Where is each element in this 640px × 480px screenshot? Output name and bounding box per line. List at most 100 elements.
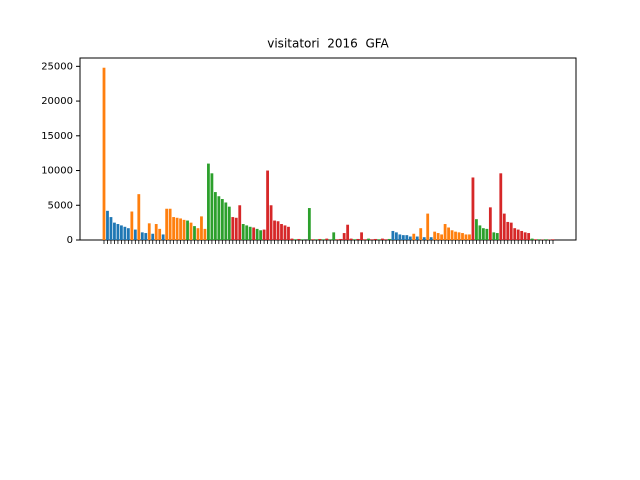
bar [492,232,496,240]
bar [513,228,517,240]
bar [328,239,332,240]
bar [443,224,447,240]
bar [227,206,231,240]
bar [530,238,534,240]
y-tick-label: 10000 [41,166,73,177]
bar [116,224,120,240]
bar [426,213,430,240]
bar [537,239,541,240]
bar [318,238,322,240]
bar [255,228,259,240]
bar [161,234,165,240]
bar [370,239,374,240]
bar [388,238,391,240]
bar [175,217,179,240]
bar [314,239,318,240]
bar [259,230,263,240]
bar [325,238,329,240]
bar [335,239,339,240]
bar [137,194,141,240]
bar [450,230,454,240]
bar [412,233,416,240]
bar [179,218,182,240]
bar [210,173,214,240]
bar [241,224,245,240]
bar [130,211,134,240]
bar [523,232,527,240]
y-tick-label: 5000 [48,200,73,211]
bar [339,238,343,240]
y-tick-label: 0 [67,235,73,246]
bar [544,239,548,240]
bar [516,229,520,240]
bar [158,228,162,240]
bar [551,239,555,240]
bar [360,232,363,240]
bar [120,225,123,240]
bar [384,239,388,240]
bar [475,219,478,240]
bar [186,220,189,240]
chart-title: visitatori 2016 GFA [267,37,389,51]
bar [113,222,116,240]
bar [189,222,193,240]
bar [471,177,475,240]
bar [374,238,377,240]
bar [193,226,196,240]
y-tick-label: 25000 [41,61,73,72]
bar [262,229,266,240]
bar [273,220,276,240]
bar [133,229,137,240]
bar [332,232,336,240]
bar [297,238,301,240]
bar [495,233,499,240]
bar [269,205,273,240]
bar [481,228,485,240]
bar [509,222,513,240]
bar [252,227,256,240]
bar [440,234,444,240]
bar [353,239,357,240]
bar [287,226,290,240]
bar [342,233,346,240]
bar [147,223,151,240]
bar [398,234,402,240]
bar [422,237,426,240]
bar [447,227,450,240]
bar [461,233,464,240]
bar [419,228,423,240]
y-tick-label: 20000 [41,96,73,107]
bar [151,233,155,240]
bar [144,233,148,240]
bar [346,224,350,240]
bar [401,235,405,240]
bar [502,213,506,240]
bar [464,234,468,240]
bar [408,236,412,240]
bar [534,239,537,240]
bar [123,226,127,240]
bar [140,232,144,240]
bar [200,216,203,240]
bar [436,233,440,240]
bar [478,225,482,240]
bar [220,199,224,240]
bar [367,238,370,240]
bar [283,225,287,240]
bar [231,217,235,240]
bar [429,237,433,240]
bar [363,239,367,240]
bar [196,228,200,240]
bar [294,239,297,240]
bar [276,221,280,240]
bar [238,205,242,240]
bar [527,233,531,240]
bar [307,208,311,240]
bar [102,67,106,240]
bar [207,163,210,240]
bar [290,238,294,240]
bar [168,208,172,240]
bar [234,217,238,240]
bar [213,192,217,240]
bar [454,231,457,240]
